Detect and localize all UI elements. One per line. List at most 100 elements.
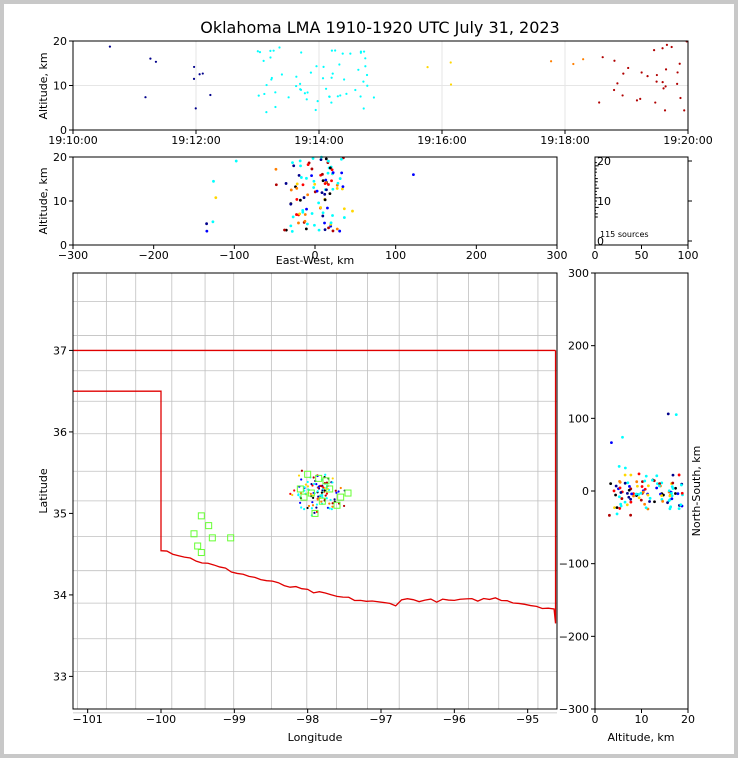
source-point [319,158,323,162]
lma-sensor-marker [208,534,216,542]
source-point [323,228,327,232]
source-point [317,485,321,488]
source-point [212,179,215,183]
source-point [671,481,675,485]
source-point [201,72,204,75]
altitude-tick-label: 10 [53,195,67,208]
source-point [666,501,669,505]
source-point [149,57,152,60]
source-point [315,483,318,486]
plan-view-panel: −101 −100 −99 −98 −97 −96 −95 33 34 35 36 37 Latitu… [37,272,558,744]
source-point [297,221,300,225]
source-point [315,503,319,506]
source-point [331,187,335,191]
source-point [301,183,305,187]
source-point [284,182,288,185]
source-point [635,99,639,102]
histogram-altitude-tick-label: 20 [597,155,611,168]
source-point [263,92,266,96]
latitude-tick-label: 36 [53,426,67,439]
source-point [305,207,308,211]
source-point [362,107,365,110]
count-tick-label: 100 [678,249,699,262]
source-point [309,492,312,495]
source-point [270,78,273,81]
figure-title: Oklahoma LMA 1910-1920 UTC July 31, 2023 [200,18,559,37]
altitude-tick-label: 20 [681,713,695,726]
source-point [322,65,325,68]
source-point [664,85,667,88]
northsouth-altitude-axes [594,272,689,710]
source-point [209,93,212,97]
source-point [323,489,326,492]
source-point [598,101,601,104]
source-point [280,73,284,76]
source-point [337,490,340,493]
source-point [613,506,616,510]
source-point [608,513,611,517]
source-point [670,491,673,495]
source-point [309,71,313,74]
source-point [372,96,376,99]
lma-figure: Oklahoma LMA 1910-1920 UTC July 31, 2023… [37,18,713,744]
lma-sensor-marker [311,509,319,517]
source-point [327,226,330,230]
source-point [258,51,262,54]
northsouth-tick-label: −300 [559,703,589,716]
source-point [676,492,680,496]
count-tick-label: 0 [592,249,599,262]
source-point [615,512,619,516]
source-point [269,49,272,52]
source-point [330,508,333,511]
source-point [322,486,325,489]
source-point [335,227,339,231]
source-point [274,105,277,109]
source-point [623,481,627,485]
lma-sensor-marker [315,474,323,482]
source-point [628,484,631,488]
source-point [293,489,296,492]
source-point [316,498,319,501]
source-point [315,65,318,68]
source-point [668,507,672,511]
source-point [312,179,316,183]
eastwest-tick-label: 200 [466,249,487,262]
source-point [621,435,624,439]
source-point [295,75,298,78]
source-point [338,177,342,180]
figure-canvas: Oklahoma LMA 1910-1920 UTC July 31, 2023… [4,4,734,754]
source-point [637,496,641,500]
source-point [619,491,623,494]
time-tick-label: 19:20:00 [663,134,712,147]
longitude-tick-label: −100 [146,713,176,726]
source-point [320,191,324,195]
source-point [299,88,302,91]
source-point [313,223,316,227]
source-point [295,84,298,88]
source-point [354,88,357,92]
source-point [674,486,677,490]
source-point [272,49,275,52]
source-point [678,62,681,65]
source-point [108,45,112,48]
time-tick-label: 19:14:00 [294,134,343,147]
northsouth-tick-label: 100 [568,412,589,425]
source-point [144,96,147,99]
source-point [303,92,306,95]
lma-sensor-marker [300,493,308,501]
lma-sensor-marker [194,542,202,550]
source-point [637,493,640,496]
source-point [629,497,633,501]
source-point [655,73,658,77]
source-point [303,213,307,216]
source-point [304,227,308,231]
altitude-tick-label: 0 [60,124,67,137]
source-point [412,173,415,177]
source-point [614,484,618,488]
lma-sensor-marker [227,534,235,542]
source-point [325,492,329,495]
source-point [339,94,342,97]
source-point [324,178,328,182]
northsouth-tick-label: −200 [559,630,589,643]
